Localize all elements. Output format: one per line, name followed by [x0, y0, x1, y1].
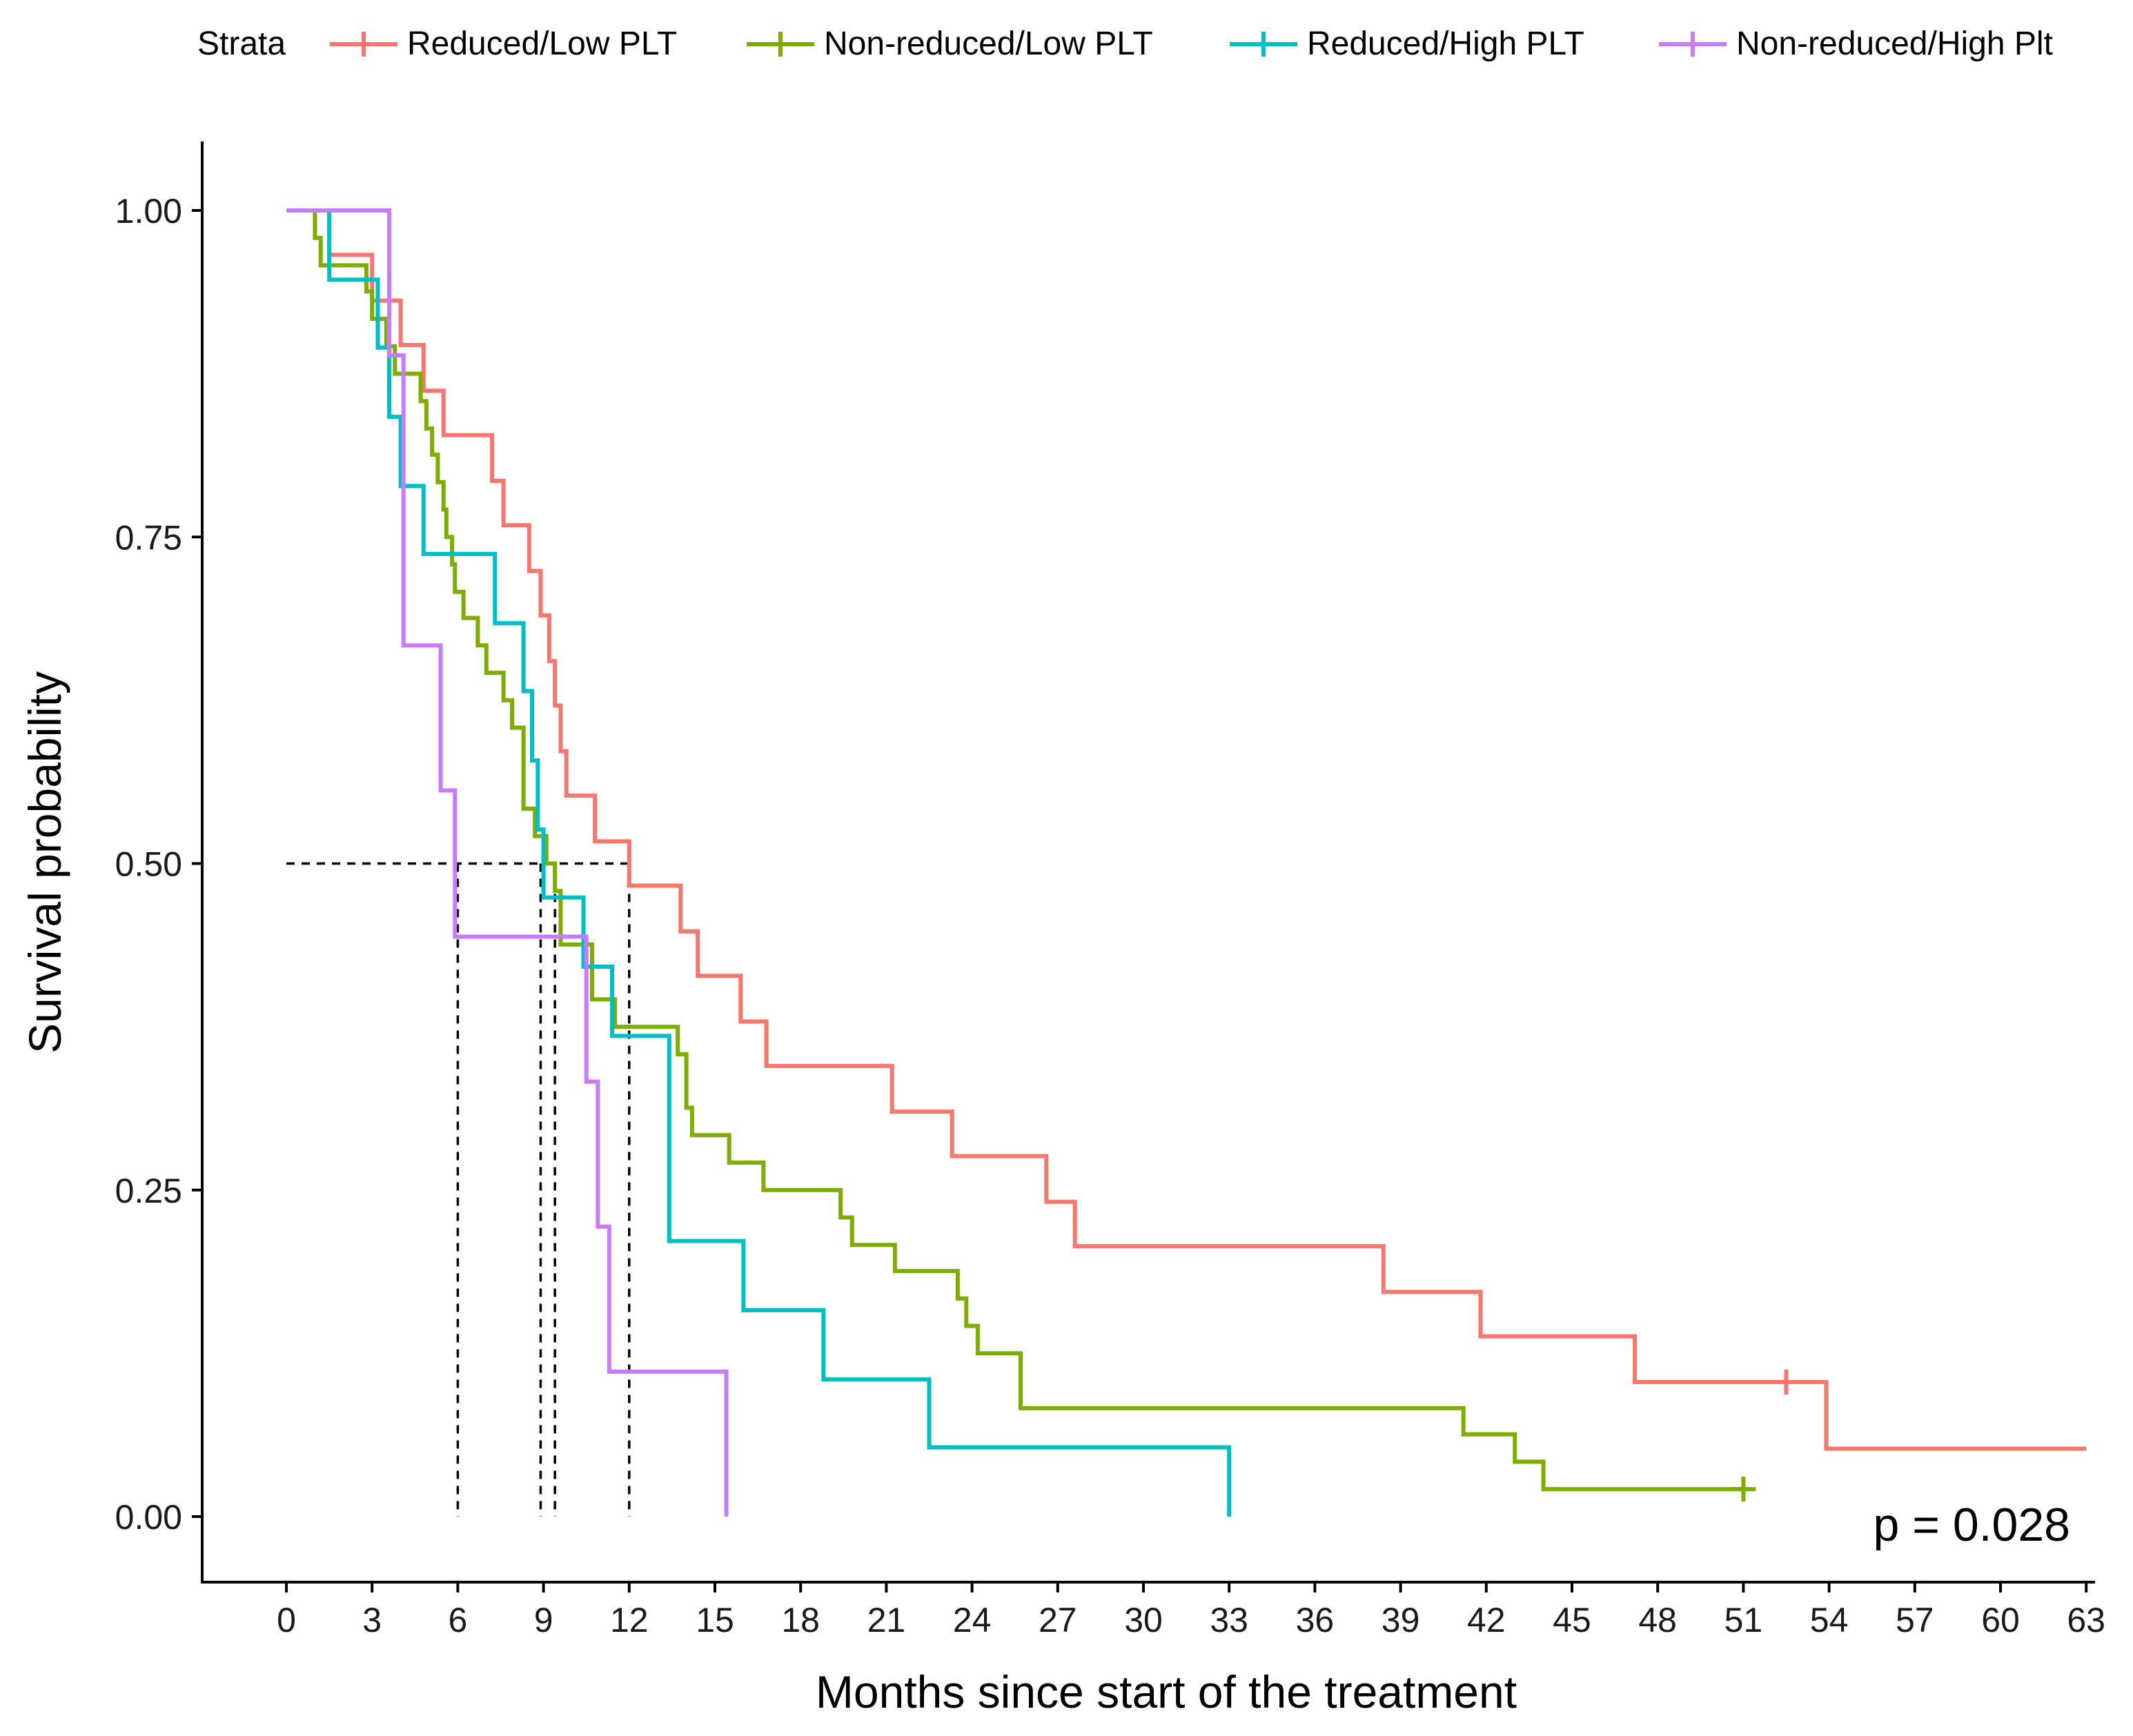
- legend-label-reduced-low-plt: Reduced/Low PLT: [407, 26, 678, 62]
- p-value-label: p = 0.028: [1874, 1499, 2070, 1551]
- x-tick-label: 12: [610, 1601, 649, 1639]
- x-tick-label: 0: [277, 1601, 296, 1639]
- x-axis-title: Months since start of the treatment: [816, 1666, 1517, 1717]
- x-tick-label: 48: [1638, 1601, 1677, 1639]
- legend-title: Strata: [197, 26, 286, 62]
- x-tick-label: 36: [1296, 1601, 1335, 1639]
- y-ticks: 0.00 0.25 0.50 0.75 1.00: [115, 192, 202, 1537]
- y-tick-label: 0.75: [115, 518, 182, 557]
- x-tick-label: 9: [534, 1601, 553, 1639]
- x-tick-label: 57: [1896, 1601, 1934, 1639]
- series-line-reduced-high-plt: [286, 208, 1232, 1517]
- legend-label-non-reduced-low-plt: Non-reduced/Low PLT: [824, 26, 1153, 62]
- legend-key-non-reduced-low-plt: [747, 32, 814, 57]
- series-line-reduced-low-plt: [286, 208, 2087, 1451]
- x-tick-label: 51: [1724, 1601, 1763, 1639]
- x-tick-label: 3: [362, 1601, 382, 1639]
- x-tick-label: 45: [1553, 1601, 1591, 1639]
- legend: Strata Reduced/Low PLT Non-reduced/Low P…: [0, 0, 2133, 90]
- y-tick-label: 0.25: [115, 1172, 182, 1210]
- x-tick-label: 15: [696, 1601, 734, 1639]
- y-axis-title: Survival probability: [19, 671, 70, 1054]
- legend-key-reduced-high-plt: [1230, 32, 1297, 57]
- series-layer: [286, 208, 2087, 1517]
- y-tick-label: 1.00: [115, 192, 182, 230]
- x-tick-label: 18: [781, 1601, 820, 1639]
- x-tick-label: 42: [1467, 1601, 1506, 1639]
- legend-key-reduced-low-plt: [330, 32, 397, 57]
- x-tick-label: 27: [1039, 1601, 1077, 1639]
- series-line-non-reduced-low-plt: [286, 208, 1744, 1492]
- legend-label-reduced-high-plt: Reduced/High PLT: [1307, 26, 1584, 62]
- x-tick-label: 33: [1210, 1601, 1248, 1639]
- x-tick-label: 54: [1810, 1601, 1849, 1639]
- x-tick-label: 60: [1981, 1601, 2020, 1639]
- x-tick-label: 21: [867, 1601, 906, 1639]
- x-tick-label: 30: [1124, 1601, 1163, 1639]
- x-ticks: 0 3 6 9 12 15 18 21 24 27 30 33 36 39 42 45 48 51 54 57 60 63: [277, 1582, 2105, 1639]
- series-line-non-reduced-high-plt: [286, 208, 729, 1517]
- x-tick-label: 6: [448, 1601, 467, 1639]
- legend-label-non-reduced-high-plt: Non-reduced/High Plt: [1736, 26, 2053, 62]
- y-tick-label: 0.50: [115, 845, 182, 884]
- x-tick-label: 39: [1382, 1601, 1420, 1639]
- legend-key-non-reduced-high-plt: [1659, 32, 1727, 57]
- median-reference-lines: [286, 862, 631, 1517]
- y-tick-label: 0.00: [115, 1498, 182, 1537]
- x-tick-label: 24: [953, 1601, 992, 1639]
- x-tick-label: 63: [2067, 1601, 2105, 1639]
